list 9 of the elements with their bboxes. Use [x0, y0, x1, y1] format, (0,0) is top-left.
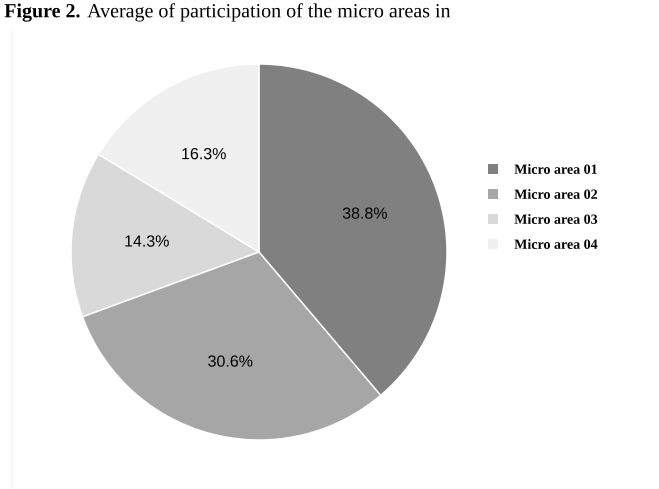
data-label: 16.3%: [182, 148, 226, 160]
data-label: 30.6%: [208, 355, 252, 367]
legend-label: Micro area 01: [514, 164, 597, 174]
data-label: 14.3%: [125, 235, 169, 247]
legend-label: Micro area 03: [514, 214, 598, 224]
data-label: 38.8%: [342, 207, 387, 219]
legend-label: Micro area 04: [514, 239, 598, 249]
chart-title: Figure 2. Average of participation of the micro areas in: [4, 3, 450, 22]
legend-label: Micro area 02: [514, 189, 598, 199]
